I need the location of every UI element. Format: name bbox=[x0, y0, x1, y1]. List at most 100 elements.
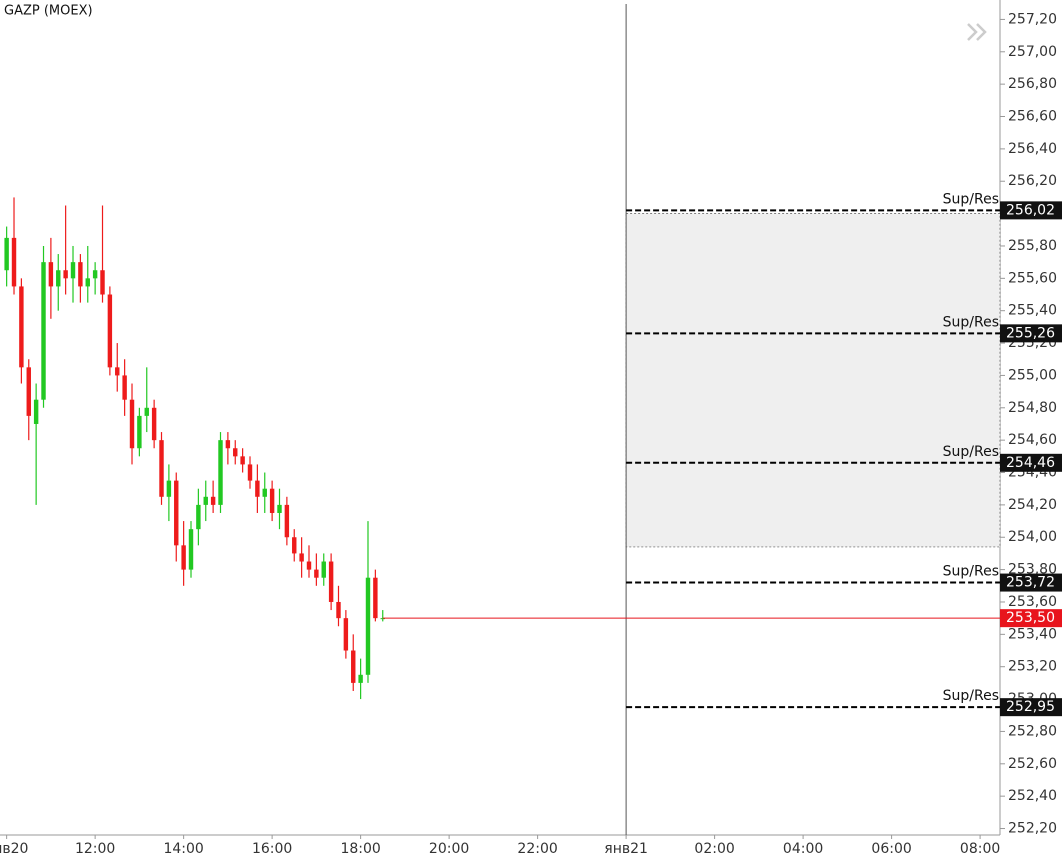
level-value-label: 255,26 bbox=[1006, 325, 1055, 341]
candle-body bbox=[380, 618, 385, 620]
level-label: Sup/Res bbox=[943, 444, 999, 460]
level-value-label: 254,46 bbox=[1006, 455, 1055, 471]
candle-body bbox=[48, 262, 54, 287]
candle-body bbox=[343, 618, 349, 651]
y-tick-label: 252,60 bbox=[1008, 756, 1057, 772]
candle-body bbox=[373, 577, 378, 619]
level-badge bbox=[1000, 573, 1062, 592]
x-tick-label: 02:00 bbox=[694, 841, 734, 857]
candle-body bbox=[277, 504, 282, 513]
candle-body bbox=[4, 237, 9, 271]
x-tick-label: 12:00 bbox=[75, 841, 115, 857]
candle-body bbox=[26, 367, 31, 416]
candle-body bbox=[92, 270, 98, 279]
y-tick-label: 254,00 bbox=[1008, 529, 1057, 545]
candle-body bbox=[269, 488, 275, 513]
y-tick-label: 257,00 bbox=[1008, 44, 1057, 60]
y-tick-label: 255,00 bbox=[1008, 367, 1057, 383]
candle-body bbox=[107, 294, 113, 368]
x-tick-label: 14:00 bbox=[163, 841, 203, 857]
y-tick-label: 256,60 bbox=[1008, 109, 1057, 125]
level-value-label: 253,72 bbox=[1006, 575, 1055, 591]
candle-body bbox=[188, 529, 194, 570]
level-badge bbox=[1000, 324, 1062, 343]
y-tick-label: 257,20 bbox=[1008, 11, 1057, 27]
candle-body bbox=[100, 270, 105, 295]
y-tick-label: 253,60 bbox=[1008, 594, 1057, 610]
y-tick-label: 252,40 bbox=[1008, 788, 1057, 804]
candle-body bbox=[70, 262, 76, 279]
last-price-label: 253,50 bbox=[1006, 610, 1055, 626]
candle-body bbox=[63, 270, 68, 279]
candle-body bbox=[56, 270, 61, 287]
x-tick-label: 06:00 bbox=[871, 841, 911, 857]
candle-body bbox=[240, 456, 245, 465]
y-tick-label: 252,80 bbox=[1008, 723, 1057, 739]
y-tick-label: 253,20 bbox=[1008, 659, 1057, 675]
candle-body bbox=[166, 480, 172, 497]
candle-body bbox=[151, 407, 157, 441]
y-tick-label: 256,80 bbox=[1008, 76, 1057, 92]
candle-body bbox=[181, 545, 186, 570]
candle-body bbox=[314, 569, 319, 578]
candle-body bbox=[233, 448, 238, 457]
candle-body bbox=[218, 440, 223, 505]
candle-body bbox=[247, 464, 253, 481]
level-badge bbox=[1000, 698, 1062, 717]
level-badge bbox=[1000, 453, 1062, 472]
y-tick-label: 254,20 bbox=[1008, 497, 1057, 513]
y-tick-label: 256,40 bbox=[1008, 141, 1057, 157]
x-tick-label: 08:00 bbox=[960, 841, 1000, 857]
candle-body bbox=[174, 480, 179, 546]
candle-body bbox=[351, 650, 356, 683]
candle-body bbox=[115, 367, 120, 376]
candle-body bbox=[225, 440, 231, 449]
candle-body bbox=[33, 399, 39, 424]
candle-body bbox=[262, 488, 267, 497]
x-tick-label: янв20 bbox=[0, 841, 28, 857]
expand-icon[interactable] bbox=[967, 23, 987, 41]
candle-body bbox=[203, 496, 208, 505]
candle-body bbox=[85, 278, 90, 287]
y-tick-label: 254,80 bbox=[1008, 400, 1057, 416]
y-tick-label: 255,80 bbox=[1008, 238, 1057, 254]
x-tick-label: 18:00 bbox=[340, 841, 380, 857]
level-label: Sup/Res bbox=[943, 564, 999, 580]
level-label: Sup/Res bbox=[943, 688, 999, 704]
x-tick-label: янв21 bbox=[604, 841, 648, 857]
y-tick-label: 254,60 bbox=[1008, 432, 1057, 448]
x-tick-label: 22:00 bbox=[517, 841, 557, 857]
last-price-badge bbox=[1000, 609, 1062, 628]
candle-body bbox=[144, 407, 149, 416]
candle-body bbox=[137, 415, 142, 449]
zone bbox=[625, 213, 1001, 548]
y-tick-label: 256,20 bbox=[1008, 173, 1057, 189]
level-value-label: 256,02 bbox=[1006, 202, 1055, 218]
candle-body bbox=[358, 674, 363, 683]
level-value-label: 252,95 bbox=[1006, 699, 1055, 715]
candle-body bbox=[129, 399, 135, 449]
candle-body bbox=[336, 601, 341, 619]
level-label: Sup/Res bbox=[943, 314, 999, 330]
candle-body bbox=[284, 504, 290, 538]
level-label: Sup/Res bbox=[943, 191, 999, 207]
candle-body bbox=[210, 496, 216, 505]
x-tick-label: 20:00 bbox=[429, 841, 469, 857]
candle-body bbox=[328, 561, 334, 602]
candle-body bbox=[19, 286, 24, 368]
x-tick-label: 16:00 bbox=[252, 841, 292, 857]
candle-body bbox=[122, 375, 127, 400]
candle-body bbox=[321, 561, 326, 578]
y-tick-label: 252,20 bbox=[1008, 821, 1057, 837]
y-tick-label: 255,60 bbox=[1008, 270, 1057, 286]
candle-body bbox=[292, 537, 297, 554]
level-badge bbox=[1000, 201, 1062, 220]
y-tick-label: 253,40 bbox=[1008, 626, 1057, 642]
candle-body bbox=[255, 480, 260, 497]
candle-body bbox=[306, 561, 312, 570]
candle-body bbox=[196, 504, 201, 530]
y-tick-label: 255,40 bbox=[1008, 303, 1057, 319]
x-tick-label: 04:00 bbox=[783, 841, 823, 857]
